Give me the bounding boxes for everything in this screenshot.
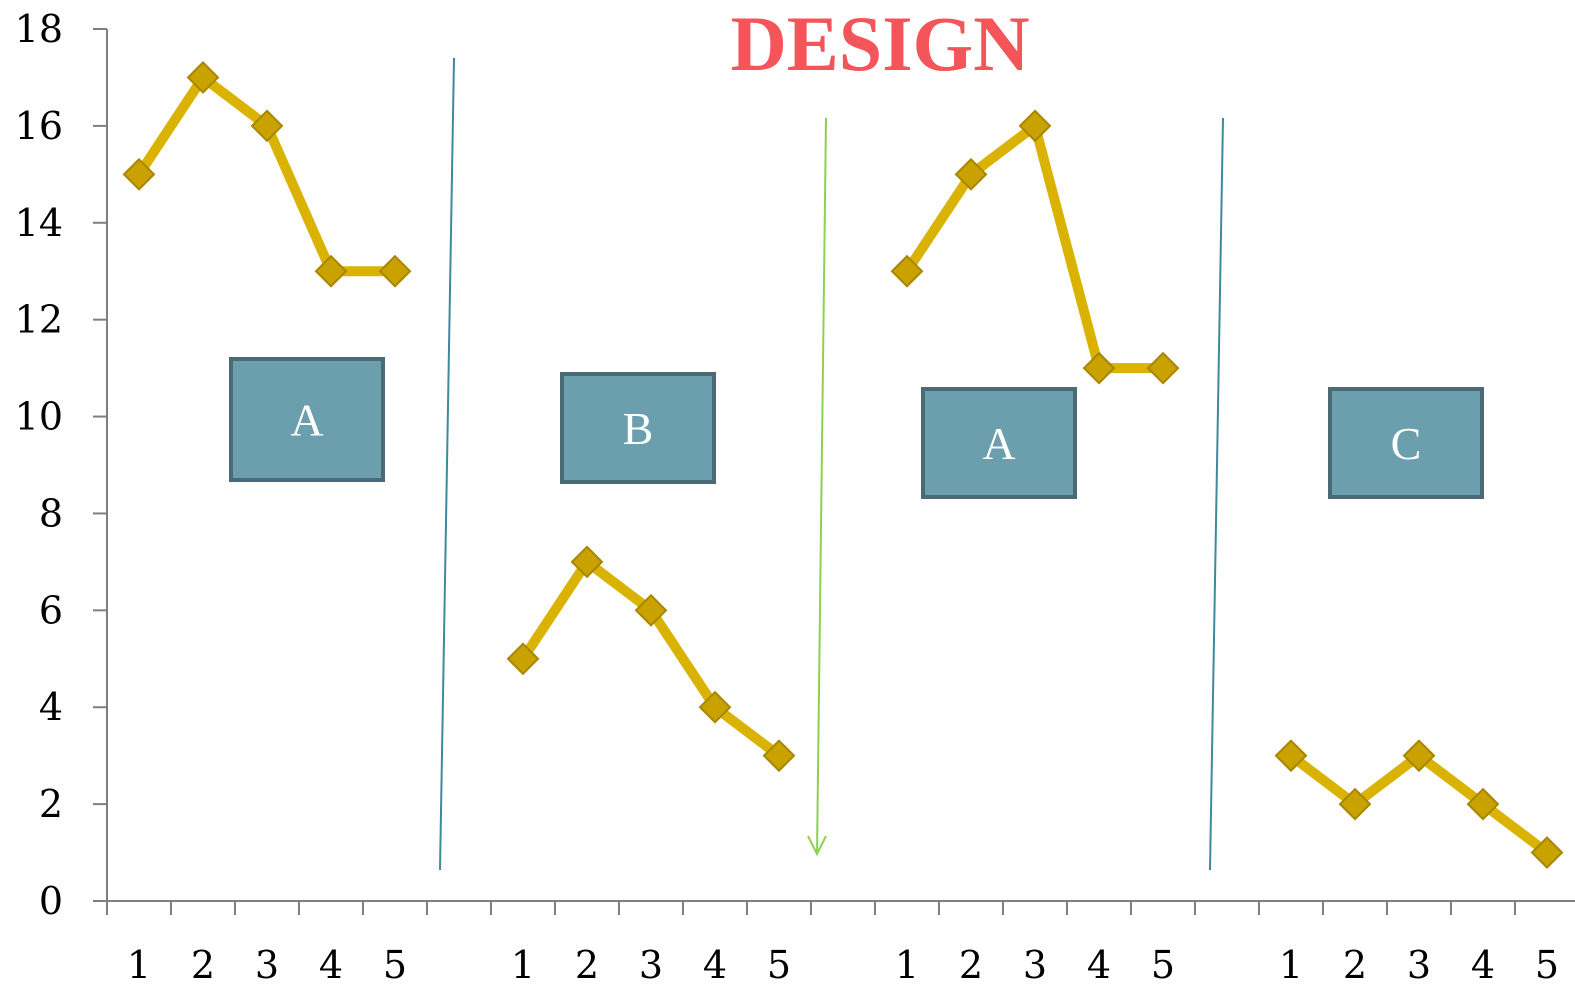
data-point-marker	[506, 642, 540, 676]
x-tick-label: 1	[895, 943, 919, 987]
x-tick-label: 4	[319, 943, 343, 987]
y-tick-label: 4	[39, 685, 63, 729]
data-point-marker	[1402, 739, 1436, 773]
x-tick-label: 3	[1023, 943, 1047, 987]
series-line	[134, 72, 395, 277]
x-tick-label: 4	[1471, 943, 1495, 987]
x-tick-label: 1	[127, 943, 151, 987]
phase-divider-line	[1209, 117, 1224, 871]
y-axis: 0 2 4 6 8 10 12 14 16 18	[15, 7, 108, 923]
phase-box	[1328, 387, 1484, 499]
data-point-marker	[1082, 351, 1116, 385]
x-tick-label: 2	[959, 943, 983, 987]
phase-box	[229, 357, 385, 482]
x-tick-label: 2	[575, 943, 599, 987]
phase-box-label: B	[623, 403, 654, 454]
phase-box	[921, 387, 1077, 499]
arrow-head-icon	[807, 835, 827, 857]
x-tick-label: 3	[1407, 943, 1431, 987]
x-tick-label: 3	[255, 943, 279, 987]
y-tick-label: 8	[39, 491, 63, 535]
phase-box-label: A	[290, 395, 323, 446]
series-line	[518, 556, 783, 760]
data-point-marker	[890, 254, 924, 288]
chart-title: DESIGN	[730, 0, 1029, 87]
x-tick-label: 3	[639, 943, 663, 987]
data-point-marker	[954, 157, 988, 191]
y-tick-label: 12	[15, 298, 63, 342]
y-tick-label: 16	[15, 104, 63, 148]
data-point-marker	[378, 254, 412, 288]
data-point-marker	[1018, 109, 1052, 143]
x-tick-label: 5	[767, 943, 791, 987]
series-line	[902, 120, 1163, 374]
y-tick-label: 6	[39, 588, 63, 632]
x-tick-label: 1	[511, 943, 535, 987]
y-tick-label: 2	[39, 782, 63, 826]
y-tick-label: 0	[39, 879, 63, 923]
phase-dividers	[439, 57, 1224, 871]
x-tick-label: 2	[1343, 943, 1367, 987]
y-tick-label: 18	[15, 7, 63, 51]
x-tick-label: 5	[1535, 943, 1559, 987]
y-tick-label: 10	[15, 395, 63, 439]
x-tick-label: 4	[703, 943, 727, 987]
data-point-marker	[1274, 739, 1308, 773]
x-tick-label: 5	[1151, 943, 1175, 987]
data-point-marker	[122, 157, 156, 191]
x-tick-label: 1	[1279, 943, 1303, 987]
phase-divider-line	[816, 117, 827, 855]
data-point-marker	[762, 739, 796, 773]
data-point-marker	[570, 545, 604, 579]
phase-box-label: C	[1391, 418, 1422, 469]
data-series-group	[122, 61, 1564, 869]
x-tick-label: 4	[1087, 943, 1111, 987]
data-point-marker	[634, 593, 668, 627]
x-tick-label: 5	[383, 943, 407, 987]
data-point-marker	[698, 690, 732, 724]
phase-box	[560, 372, 716, 484]
data-point-marker	[250, 109, 284, 143]
data-point-marker	[186, 61, 220, 94]
data-point-marker	[1530, 836, 1564, 869]
y-tick-label: 14	[15, 201, 63, 245]
phase-box-label: A	[982, 418, 1015, 469]
data-point-marker	[1466, 787, 1500, 821]
x-tick-label: 2	[191, 943, 215, 987]
phase-divider-line	[439, 57, 455, 871]
data-point-marker	[1146, 351, 1180, 385]
data-point-marker	[1338, 787, 1372, 821]
data-point-marker	[314, 254, 348, 288]
